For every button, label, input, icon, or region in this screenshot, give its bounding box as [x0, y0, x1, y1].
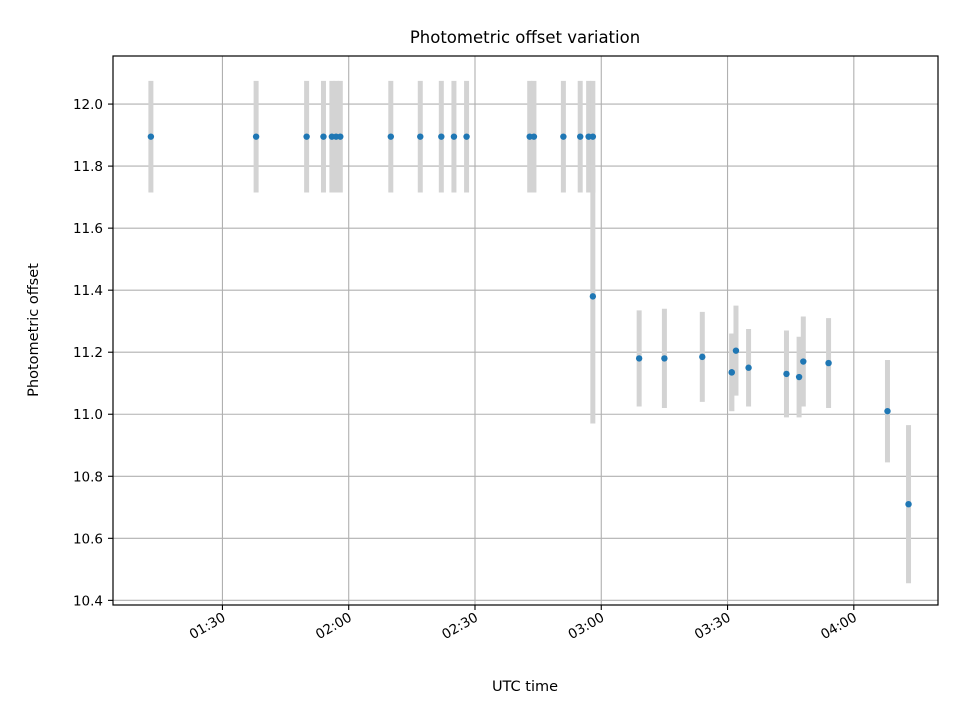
y-axis-label: Photometric offset: [26, 263, 42, 397]
data-point: [463, 133, 470, 140]
y-tick-label: 10.6: [73, 531, 103, 547]
y-tick-label: 11.8: [73, 159, 103, 175]
grid: [113, 56, 938, 605]
data-point: [577, 133, 584, 140]
data-point: [884, 407, 891, 415]
data-point: [728, 369, 735, 376]
data-point: [800, 358, 807, 365]
data-point: [745, 364, 752, 371]
data-point: [732, 347, 740, 354]
x-axis-label: UTC time: [492, 679, 558, 695]
data-point: [825, 359, 832, 367]
plot-frame: [112, 55, 939, 606]
data-point: [337, 133, 344, 140]
data-point: [450, 133, 458, 140]
y-tick-label: 11.2: [73, 345, 103, 361]
data-points: [147, 133, 912, 508]
data-point: [635, 355, 643, 362]
y-axis-ticks: 10.4 10.6 10.8 11.0 11.2 11.4 11.6 11.8 12.0: [73, 97, 113, 609]
data-point: [560, 133, 567, 140]
y-tick-label: 11.0: [73, 407, 103, 423]
data-point: [699, 353, 706, 361]
y-tick-label: 10.4: [73, 593, 103, 609]
data-point: [303, 133, 310, 140]
data-point: [783, 370, 790, 378]
data-point: [795, 373, 803, 381]
data-point: [530, 133, 538, 140]
data-point: [387, 133, 395, 140]
data-point: [320, 133, 327, 140]
data-point: [252, 133, 260, 140]
data-point: [661, 355, 668, 362]
data-point: [905, 500, 912, 508]
data-point: [438, 133, 445, 140]
data-point: [589, 293, 597, 300]
y-tick-label: 12.0: [73, 97, 103, 113]
y-tick-label: 10.8: [73, 469, 103, 485]
data-point: [417, 133, 424, 140]
y-tick-label: 11.6: [73, 221, 103, 237]
data-point: [589, 133, 597, 140]
chart-title: Photometric offset variation: [410, 28, 640, 47]
data-point: [147, 133, 155, 140]
y-tick-label: 11.4: [73, 283, 103, 299]
